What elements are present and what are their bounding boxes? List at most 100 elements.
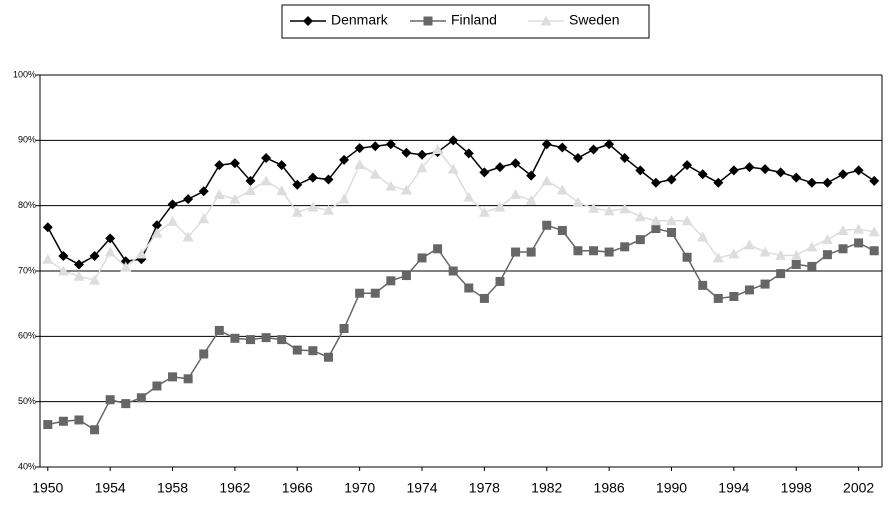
data-point [838, 244, 848, 254]
data-point [42, 253, 54, 264]
data-point [557, 142, 568, 153]
data-point [868, 226, 880, 237]
data-point [198, 213, 210, 224]
data-point [759, 246, 771, 257]
data-point [135, 248, 147, 259]
legend-label: Finland [451, 12, 497, 28]
data-point [323, 174, 334, 185]
x-tick-label: 1990 [656, 480, 687, 496]
data-point [292, 345, 302, 355]
data-point [73, 259, 84, 270]
data-point [510, 189, 522, 200]
data-point [713, 177, 724, 188]
data-point [229, 158, 240, 169]
data-point [869, 175, 880, 186]
data-point [167, 199, 178, 210]
data-point [744, 162, 755, 173]
data-point [807, 261, 817, 271]
data-point [526, 247, 536, 257]
data-point [791, 259, 801, 269]
y-tick-label: 100% [13, 69, 36, 79]
data-point [57, 265, 69, 276]
data-point [588, 202, 600, 213]
data-point [494, 201, 506, 212]
data-point [448, 266, 458, 276]
data-point [573, 246, 583, 256]
data-point [401, 271, 411, 281]
data-point [291, 206, 303, 217]
data-point [869, 246, 879, 256]
data-point [260, 175, 272, 186]
y-tick-label: 60% [18, 331, 36, 341]
data-point [463, 191, 475, 202]
data-point [447, 163, 459, 174]
data-point [541, 139, 552, 150]
data-point [604, 139, 615, 150]
data-point [354, 143, 365, 154]
data-point [136, 254, 147, 265]
x-tick-label: 1978 [469, 480, 500, 496]
data-point [230, 333, 240, 343]
data-point [245, 185, 256, 196]
data-point [464, 283, 474, 293]
data-point [698, 280, 708, 290]
data-point [666, 215, 677, 226]
data-point [542, 220, 552, 230]
data-point [650, 215, 662, 226]
data-point [322, 204, 334, 215]
data-point [89, 274, 101, 285]
data-point [400, 184, 412, 195]
data-point [854, 238, 864, 248]
data-point [666, 174, 677, 185]
data-point [604, 247, 614, 257]
data-point [339, 323, 349, 333]
data-point [620, 242, 630, 252]
data-point [619, 152, 630, 163]
data-point [229, 193, 241, 204]
legend-label: Sweden [569, 12, 620, 28]
y-tick-label: 90% [18, 135, 36, 145]
data-point [556, 184, 568, 195]
data-point [713, 293, 723, 303]
data-point [822, 177, 833, 188]
data-point [635, 235, 645, 245]
data-point [448, 135, 459, 146]
data-point [183, 374, 193, 384]
data-point [58, 250, 69, 261]
data-point [401, 147, 412, 158]
data-point [510, 158, 521, 169]
data-point [541, 175, 553, 186]
data-point [572, 196, 584, 207]
data-point [276, 160, 287, 171]
y-tick-label: 40% [18, 461, 36, 471]
data-point [853, 223, 865, 234]
data-point [667, 227, 676, 237]
data-point [557, 225, 567, 235]
data-point [182, 231, 194, 242]
x-tick-label: 1994 [718, 480, 749, 496]
data-point [589, 246, 599, 256]
x-tick-label: 1998 [781, 480, 812, 496]
data-point [417, 253, 427, 263]
legend-box [281, 4, 650, 39]
data-point [526, 170, 537, 181]
data-point [729, 291, 739, 301]
data-point [42, 222, 53, 233]
data-point [90, 425, 100, 435]
data-point [214, 325, 224, 335]
data-point [198, 186, 209, 197]
data-point [775, 167, 786, 178]
data-point [681, 215, 693, 226]
legend-marker [423, 16, 433, 26]
x-tick-label: 1970 [344, 480, 375, 496]
data-point [651, 224, 661, 234]
data-point [355, 288, 365, 298]
data-point [354, 159, 366, 170]
data-point [74, 415, 84, 425]
x-tick-label: 1986 [594, 480, 625, 496]
data-point [743, 239, 755, 250]
data-point [385, 180, 397, 191]
data-point [261, 333, 271, 343]
data-point [712, 252, 724, 263]
data-point [105, 233, 116, 244]
